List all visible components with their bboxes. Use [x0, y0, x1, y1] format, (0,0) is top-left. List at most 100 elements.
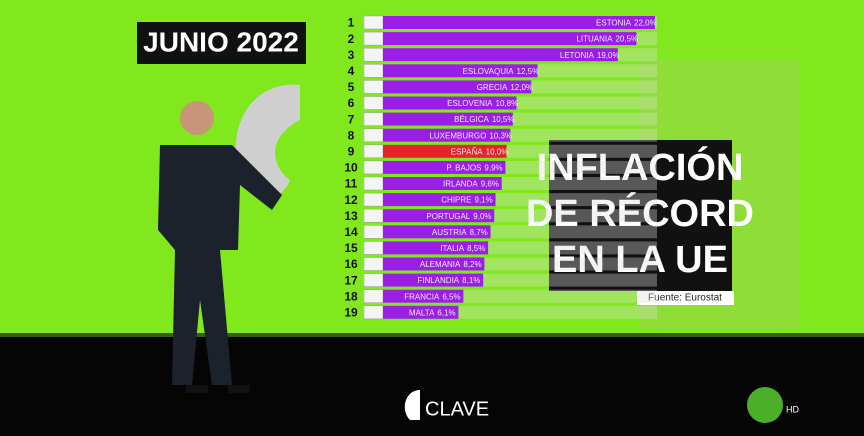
rank: 15 [344, 241, 358, 255]
rank: 2 [348, 32, 355, 46]
rank: 4 [348, 64, 355, 78]
flag [363, 257, 384, 271]
value-label: 10,8% [496, 99, 519, 108]
bar [383, 209, 495, 223]
bar [383, 177, 502, 190]
value-label: 8,7% [470, 228, 488, 237]
value-label: 8,2% [463, 260, 481, 269]
value-label: 9,9% [484, 164, 502, 173]
headline-line: EN LA UE [552, 239, 728, 281]
flag [363, 273, 384, 287]
rank: 16 [344, 257, 358, 271]
rank: 13 [344, 209, 358, 223]
rank: 19 [344, 305, 358, 319]
bar-label: FINLANDIA [417, 276, 459, 285]
bar [383, 16, 655, 29]
value-label: 8,1% [462, 276, 480, 285]
bar [383, 32, 637, 46]
rank: 9 [348, 144, 355, 158]
logo-mark [404, 390, 420, 420]
value-label: 19,0% [597, 51, 620, 60]
bar [383, 160, 506, 174]
value-label: 9,0% [473, 212, 491, 221]
source: Fuente: Eurostat [648, 293, 722, 304]
title: JUNIO 2022 [143, 26, 299, 57]
rank: 10 [344, 161, 358, 175]
value-label: 9,1% [475, 196, 493, 205]
badge: HD [786, 404, 799, 414]
rank: 14 [344, 225, 358, 239]
value-label: 9,6% [481, 180, 499, 189]
bar-label: ESLOVAQUIA [463, 67, 515, 76]
rank: 18 [344, 289, 358, 303]
bar-label: P. BAJOS [446, 164, 481, 173]
bar [383, 257, 485, 271]
rank: 3 [348, 48, 355, 62]
channel-logo [747, 387, 783, 423]
bar-label: ALEMANIA [420, 260, 461, 269]
headline-box [549, 140, 732, 291]
floor-edge [0, 333, 864, 337]
value-label: 10,5% [492, 115, 515, 124]
bar-label: LITUANIA [576, 35, 613, 44]
headline-line: DE RÉCORD [526, 191, 754, 235]
rank: 8 [348, 128, 355, 142]
bar [383, 289, 464, 303]
bar [383, 128, 511, 142]
flag [363, 208, 384, 223]
rank: 7 [348, 112, 355, 126]
title-box [137, 22, 306, 64]
bar [383, 273, 484, 287]
flag [363, 192, 384, 207]
rank: 17 [344, 273, 358, 287]
rank: 1 [348, 16, 355, 30]
rank: 12 [344, 193, 358, 207]
bar [383, 112, 513, 126]
bar [383, 48, 618, 62]
bar-label: ESPAÑA [451, 147, 484, 156]
rank: 6 [348, 96, 355, 110]
bar-label: AUSTRIA [432, 228, 467, 237]
bar-label: ESLOVENIA [447, 99, 493, 108]
value-label: 10,0% [486, 147, 509, 156]
flag [363, 128, 384, 142]
flag [363, 15, 384, 30]
bar-label: BÉLGICA [454, 115, 489, 124]
flag [363, 305, 384, 320]
bar [383, 144, 507, 158]
bar-label: LETONIA [560, 51, 595, 60]
value-label: 20,5% [615, 35, 638, 44]
bar [383, 80, 532, 94]
bar [383, 96, 517, 110]
bar [383, 305, 459, 319]
flag [363, 80, 384, 94]
bar-label: FRANCIA [404, 292, 440, 301]
logo-text: CLAVE [425, 398, 489, 420]
flag [363, 64, 384, 78]
flag [363, 241, 384, 255]
rank: 11 [345, 177, 358, 191]
floor [0, 335, 864, 436]
value-label: 22,0% [634, 19, 657, 28]
bar-label: PORTUGAL [426, 212, 470, 221]
bar-label: IRLANDA [443, 180, 478, 189]
bar [383, 64, 538, 78]
flag [363, 225, 384, 239]
value-label: 12,5% [517, 67, 540, 76]
bar [383, 225, 491, 239]
bar-label: CHIPRE [441, 196, 471, 205]
flag [363, 160, 384, 175]
flag [363, 96, 384, 110]
flag [363, 176, 384, 191]
presenter [158, 101, 282, 393]
value-label: 6,5% [442, 292, 460, 301]
flag [363, 31, 384, 46]
bar-label: MALTA [409, 308, 435, 317]
bar [383, 193, 496, 207]
value-label: 10,3% [489, 131, 512, 140]
rank: 5 [348, 80, 355, 94]
flag [363, 144, 384, 159]
value-label: 8,5% [467, 244, 485, 253]
headline-line: INFLACIÓN [537, 145, 744, 189]
